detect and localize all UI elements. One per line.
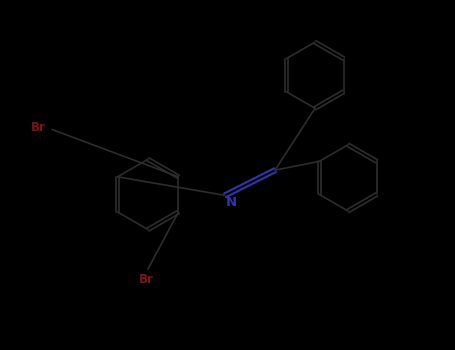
- Text: N: N: [226, 196, 237, 209]
- Text: Br: Br: [138, 273, 153, 286]
- Text: Br: Br: [31, 121, 46, 134]
